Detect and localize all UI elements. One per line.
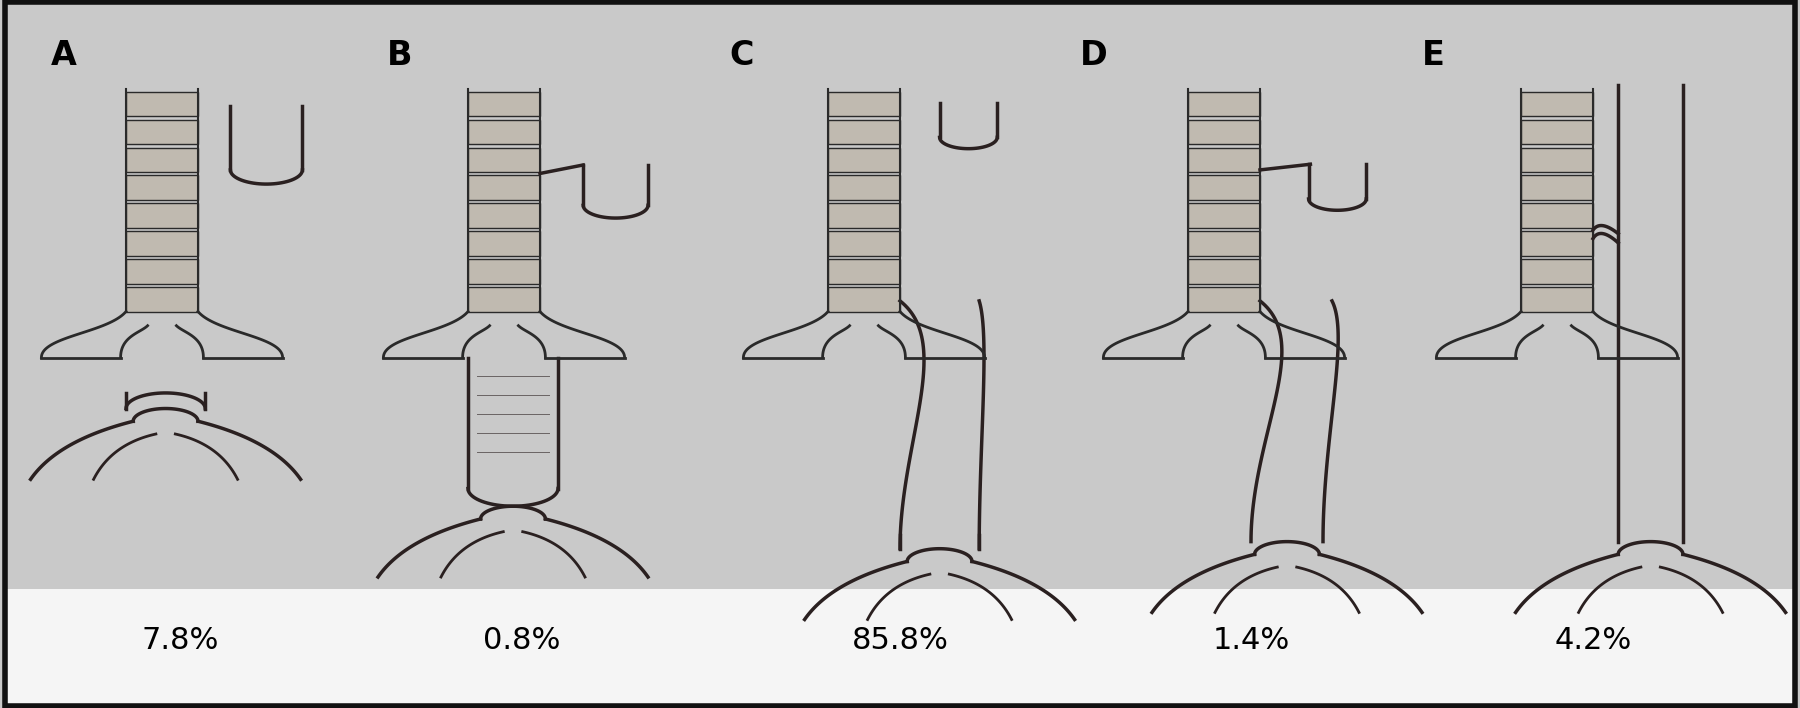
FancyBboxPatch shape <box>1188 92 1260 116</box>
FancyBboxPatch shape <box>468 203 540 228</box>
FancyBboxPatch shape <box>468 232 540 256</box>
FancyBboxPatch shape <box>1188 259 1260 284</box>
FancyBboxPatch shape <box>828 232 900 256</box>
FancyBboxPatch shape <box>126 287 198 312</box>
Bar <box>5 589 1795 706</box>
FancyBboxPatch shape <box>1521 120 1593 144</box>
FancyBboxPatch shape <box>468 147 540 172</box>
FancyBboxPatch shape <box>468 120 540 144</box>
FancyBboxPatch shape <box>126 259 198 284</box>
FancyBboxPatch shape <box>1188 176 1260 200</box>
Text: A: A <box>50 39 76 72</box>
FancyBboxPatch shape <box>1521 203 1593 228</box>
FancyBboxPatch shape <box>828 287 900 312</box>
FancyBboxPatch shape <box>126 232 198 256</box>
FancyBboxPatch shape <box>1521 259 1593 284</box>
Text: B: B <box>387 39 412 72</box>
Text: 7.8%: 7.8% <box>142 627 218 655</box>
FancyBboxPatch shape <box>468 287 540 312</box>
FancyBboxPatch shape <box>828 259 900 284</box>
Text: 4.2%: 4.2% <box>1555 627 1631 655</box>
FancyBboxPatch shape <box>1521 232 1593 256</box>
FancyBboxPatch shape <box>468 259 540 284</box>
FancyBboxPatch shape <box>828 147 900 172</box>
FancyBboxPatch shape <box>1188 120 1260 144</box>
FancyBboxPatch shape <box>828 203 900 228</box>
FancyBboxPatch shape <box>1521 147 1593 172</box>
FancyBboxPatch shape <box>126 176 198 200</box>
FancyBboxPatch shape <box>1188 232 1260 256</box>
FancyBboxPatch shape <box>126 92 198 116</box>
FancyBboxPatch shape <box>1188 203 1260 228</box>
FancyBboxPatch shape <box>1521 287 1593 312</box>
FancyBboxPatch shape <box>1188 147 1260 172</box>
Text: 0.8%: 0.8% <box>484 627 560 655</box>
FancyBboxPatch shape <box>468 176 540 200</box>
FancyBboxPatch shape <box>1521 176 1593 200</box>
FancyBboxPatch shape <box>828 92 900 116</box>
FancyBboxPatch shape <box>468 92 540 116</box>
FancyBboxPatch shape <box>1521 92 1593 116</box>
Text: 85.8%: 85.8% <box>851 627 949 655</box>
Text: D: D <box>1080 39 1107 72</box>
FancyBboxPatch shape <box>1188 287 1260 312</box>
Text: C: C <box>729 39 754 72</box>
FancyBboxPatch shape <box>126 203 198 228</box>
FancyBboxPatch shape <box>828 176 900 200</box>
Text: 1.4%: 1.4% <box>1213 627 1289 655</box>
FancyBboxPatch shape <box>126 120 198 144</box>
FancyBboxPatch shape <box>126 147 198 172</box>
FancyBboxPatch shape <box>828 120 900 144</box>
Text: E: E <box>1422 39 1445 72</box>
